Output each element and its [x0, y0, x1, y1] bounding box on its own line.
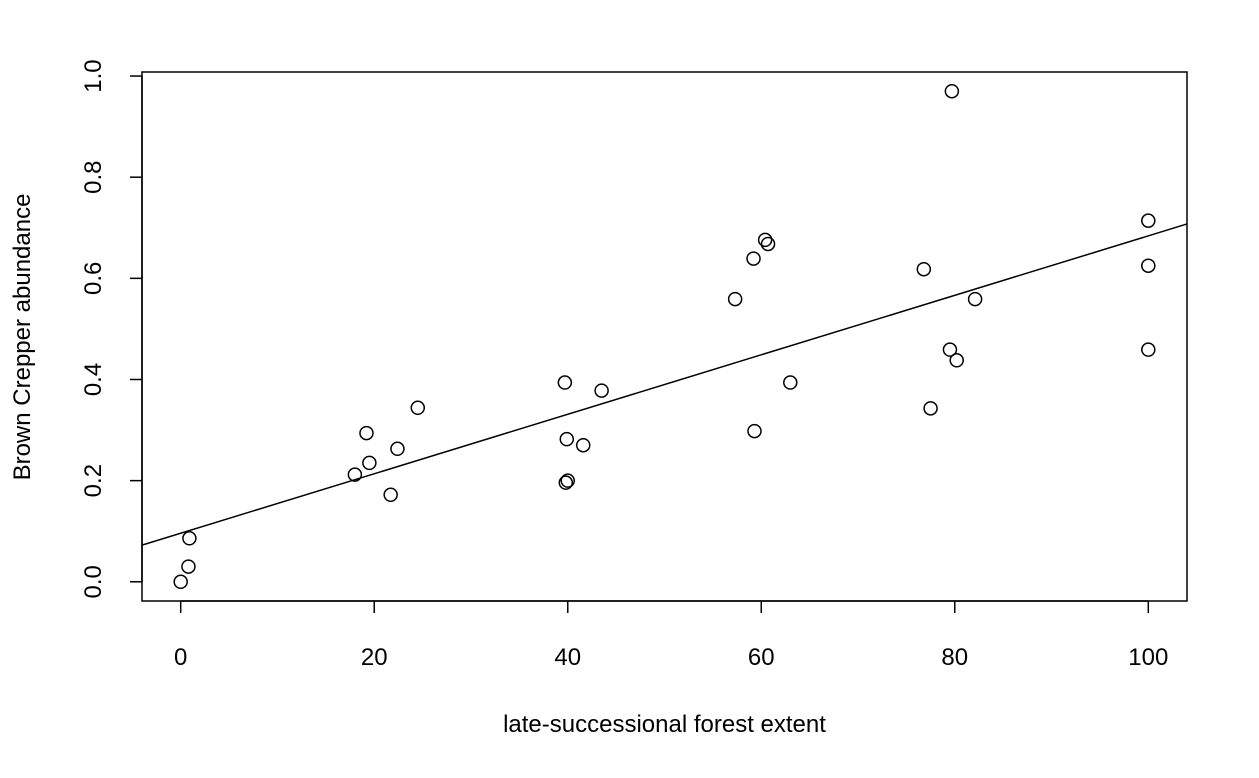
- data-point: [923, 401, 938, 416]
- x-tick-label: 20: [361, 644, 388, 671]
- data-point: [944, 83, 960, 99]
- regression-line: [141, 223, 1188, 546]
- y-axis-title: Brown Crepper abundance: [9, 194, 36, 481]
- data-point: [949, 353, 964, 368]
- data-point: [1141, 213, 1156, 228]
- x-tick-label: 60: [748, 644, 775, 671]
- data-point: [783, 375, 798, 390]
- data-point: [942, 342, 958, 357]
- data-point: [347, 467, 363, 482]
- regression-line-layer: [141, 223, 1188, 546]
- data-point: [173, 574, 188, 590]
- data-point: [559, 431, 575, 447]
- y-tick-label: 0.6: [80, 262, 107, 295]
- data-point: [916, 261, 932, 277]
- data-point: [383, 487, 398, 503]
- y-tick-label: 0.8: [80, 161, 107, 194]
- data-point: [746, 251, 761, 266]
- data-points-layer: [173, 83, 1156, 590]
- y-tick-label: 1.0: [80, 59, 107, 92]
- data-point: [727, 291, 743, 307]
- x-tick-label: 80: [941, 644, 968, 671]
- data-point: [362, 455, 377, 471]
- x-tick-label: 40: [554, 644, 581, 671]
- data-point: [575, 437, 591, 453]
- data-point: [967, 291, 983, 307]
- data-point: [760, 236, 776, 252]
- data-point: [557, 375, 573, 390]
- data-point: [558, 475, 574, 490]
- y-axis: 0.0 0.2 0.4 0.6 0.8 1.0: [80, 59, 143, 598]
- data-point: [747, 423, 762, 439]
- data-point: [560, 473, 575, 488]
- x-tick-label: 0: [174, 644, 187, 671]
- y-tick-label: 0.0: [80, 565, 107, 598]
- y-tick-label: 0.4: [80, 363, 107, 396]
- data-point: [1141, 258, 1156, 273]
- x-tick-label: 100: [1128, 644, 1168, 671]
- plot-frame: [141, 71, 1188, 602]
- x-axis-title: late-successional forest extent: [503, 711, 826, 738]
- y-tick-label: 0.2: [80, 464, 107, 497]
- data-point: [359, 425, 374, 441]
- x-axis: 0 20 40 60 80 100: [174, 600, 1168, 671]
- data-point: [181, 559, 196, 574]
- data-point: [390, 441, 405, 457]
- data-point: [757, 232, 773, 248]
- data-point: [594, 383, 609, 398]
- data-point: [1141, 342, 1156, 357]
- data-point: [182, 531, 197, 546]
- data-point: [410, 400, 426, 416]
